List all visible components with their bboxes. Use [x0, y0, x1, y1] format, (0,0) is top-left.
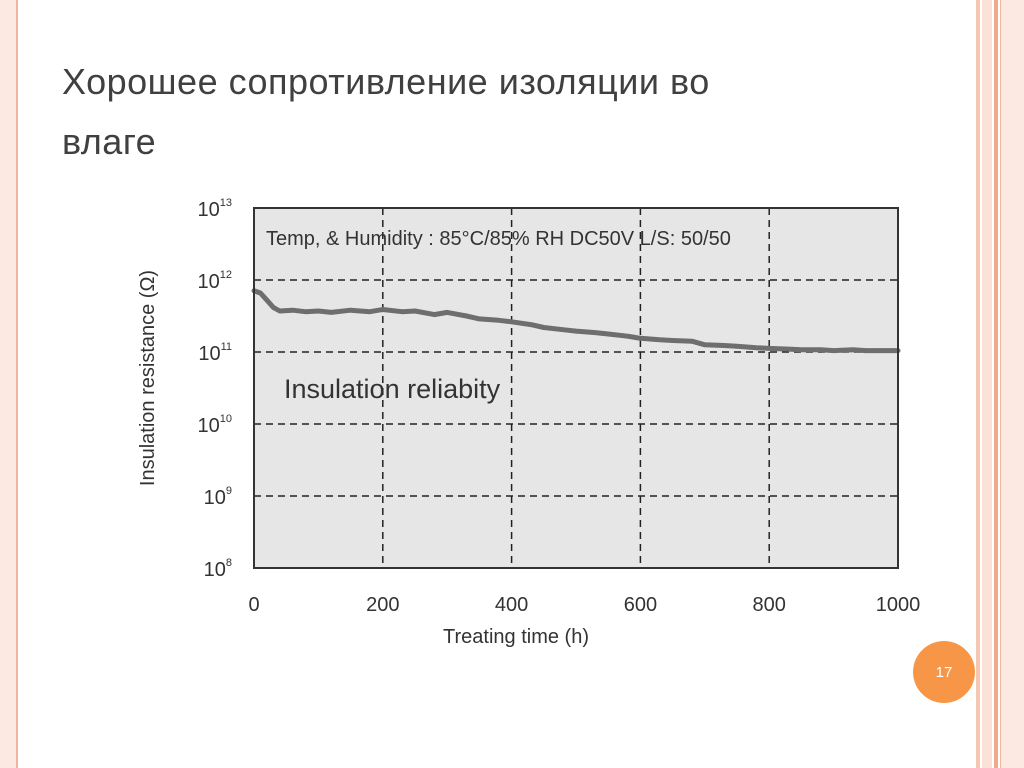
chart-annotation-label: Insulation reliabity — [284, 374, 501, 404]
x-tick-label: 0 — [248, 594, 259, 616]
chart-annotation-conditions: Temp, & Humidity : 85°C/85% RH DC50V L/S… — [266, 228, 731, 250]
page-number-badge: 17 — [913, 641, 975, 703]
slide-title: Хорошее сопротивление изоляции во влаге — [62, 52, 922, 172]
x-tick-label: 800 — [753, 594, 786, 616]
x-axis-label: Treating time (h) — [443, 626, 589, 648]
y-tick-label: 108 — [204, 557, 232, 581]
y-tick-label: 1012 — [198, 269, 233, 293]
y-tick-label: 1011 — [198, 341, 232, 365]
x-tick-label: 400 — [495, 594, 528, 616]
x-tick-labels: 0 200 400 600 800 1000 — [248, 594, 920, 616]
y-axis-label: Insulation resistance (Ω) — [137, 270, 159, 486]
right-decorative-stripes — [976, 0, 1024, 768]
slide-title-line1: Хорошее сопротивление изоляции во — [62, 61, 710, 102]
insulation-chart: Temp, & Humidity : 85°C/85% RH DC50V L/S… — [137, 197, 920, 648]
series-line — [251, 288, 901, 354]
y-tick-label: 109 — [204, 485, 232, 509]
grid-lines — [254, 208, 898, 568]
y-tick-labels: 108 109 1010 1011 1012 1013 — [198, 197, 233, 581]
x-tick-label: 1000 — [876, 594, 921, 616]
x-tick-label: 600 — [624, 594, 657, 616]
plot-frame — [253, 207, 899, 569]
slide-title-line2: влаге — [62, 121, 157, 162]
left-decorative-border — [0, 0, 18, 768]
y-tick-label: 1013 — [198, 197, 233, 221]
x-tick-label: 200 — [366, 594, 399, 616]
plot-area — [254, 208, 898, 568]
y-tick-label: 1010 — [198, 413, 233, 437]
